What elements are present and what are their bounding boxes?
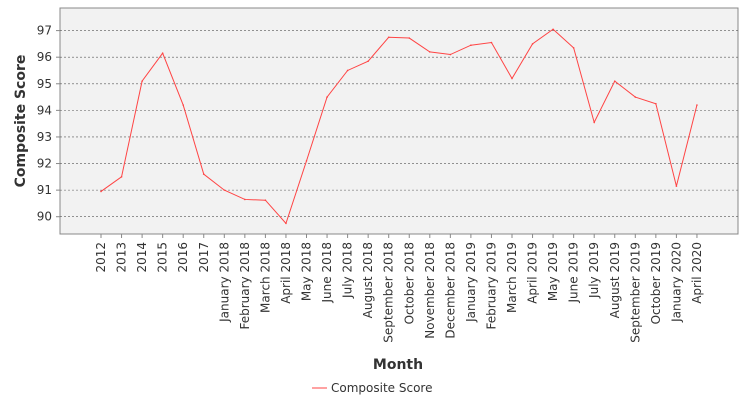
x-axis-label: Month: [373, 357, 423, 373]
x-tick-label: June 2018: [320, 242, 334, 304]
y-tick-label: 95: [37, 77, 52, 91]
x-tick-label: 2014: [135, 242, 149, 273]
data-point: [244, 198, 246, 201]
x-tick-label: August 2018: [361, 242, 375, 318]
x-tick-label: September 2018: [382, 242, 396, 343]
data-point: [511, 77, 513, 80]
data-point: [367, 60, 369, 62]
x-tick-label: 2012: [94, 242, 108, 273]
x-tick-label: November 2018: [423, 242, 437, 339]
data-point: [223, 189, 226, 191]
x-tick-label: July 2018: [341, 242, 355, 299]
data-point: [305, 160, 308, 162]
x-tick-label: April 2018: [279, 242, 293, 304]
data-point: [490, 41, 493, 44]
x-tick-label: October 2018: [402, 242, 416, 324]
x-tick-label: 2013: [115, 242, 129, 273]
series-layer: [100, 28, 698, 225]
data-point: [429, 51, 431, 53]
data-point: [161, 52, 164, 54]
data-point: [346, 69, 349, 72]
x-tick-label: February 2019: [484, 242, 498, 330]
x-axis-ticks: 2012 2013 2014 2015 2016 2017 January 2018 Febr…: [94, 234, 704, 343]
data-point: [531, 43, 534, 45]
x-tick-label: December 2018: [443, 242, 457, 339]
data-point: [182, 104, 184, 106]
data-point: [141, 80, 143, 82]
x-tick-label: May 2018: [300, 242, 314, 301]
data-point: [593, 121, 595, 124]
x-tick-label: May 2019: [546, 242, 560, 301]
x-tick-label: September 2019: [628, 242, 642, 343]
data-point: [613, 80, 616, 82]
x-tick-label: February 2018: [238, 242, 252, 330]
x-tick-label: January 2018: [217, 242, 231, 323]
legend: Composite Score: [312, 381, 432, 395]
y-tick-label: 90: [37, 210, 52, 224]
x-tick-label: April 2019: [526, 242, 540, 304]
data-point: [696, 104, 698, 106]
x-tick-label: 2017: [197, 242, 211, 273]
data-point: [470, 44, 472, 47]
y-tick-label: 93: [37, 130, 52, 144]
x-tick-label: March 2019: [505, 242, 519, 313]
y-tick-label: 97: [37, 24, 52, 38]
x-tick-label: 2015: [156, 242, 170, 273]
data-point: [387, 36, 390, 39]
series-composite-score: [100, 28, 698, 225]
x-tick-label: July 2019: [587, 242, 601, 299]
data-point: [264, 199, 267, 202]
y-axis-label: Composite Score: [13, 55, 29, 188]
x-tick-label: January 2019: [464, 242, 478, 323]
x-tick-label: October 2019: [649, 242, 663, 324]
y-axis-ticks: 90 91 92 93 94 95 96 97: [37, 24, 60, 224]
data-point: [449, 53, 452, 56]
y-tick-label: 96: [37, 50, 52, 64]
grid: [60, 30, 738, 218]
y-tick-label: 94: [37, 103, 52, 117]
y-tick-label: 91: [37, 183, 52, 197]
x-tick-label: June 2019: [567, 242, 581, 304]
data-point: [655, 102, 657, 105]
x-tick-label: January 2020: [669, 242, 683, 323]
x-tick-label: August 2019: [608, 242, 622, 318]
data-point: [202, 173, 205, 175]
series-line: [100, 28, 698, 225]
data-point: [100, 190, 102, 193]
x-tick-label: March 2018: [258, 242, 272, 313]
y-tick-label: 92: [37, 157, 52, 171]
data-point: [120, 176, 123, 178]
data-point: [634, 96, 637, 98]
x-tick-label: April 2020: [690, 242, 704, 304]
data-point: [408, 37, 411, 39]
plot-background: [59, 7, 739, 235]
data-point: [675, 185, 678, 187]
data-point: [285, 222, 287, 225]
data-point: [326, 96, 328, 98]
data-point: [572, 47, 575, 49]
legend-label: Composite Score: [331, 381, 432, 395]
x-tick-label: 2016: [176, 242, 190, 273]
data-point: [552, 28, 554, 31]
